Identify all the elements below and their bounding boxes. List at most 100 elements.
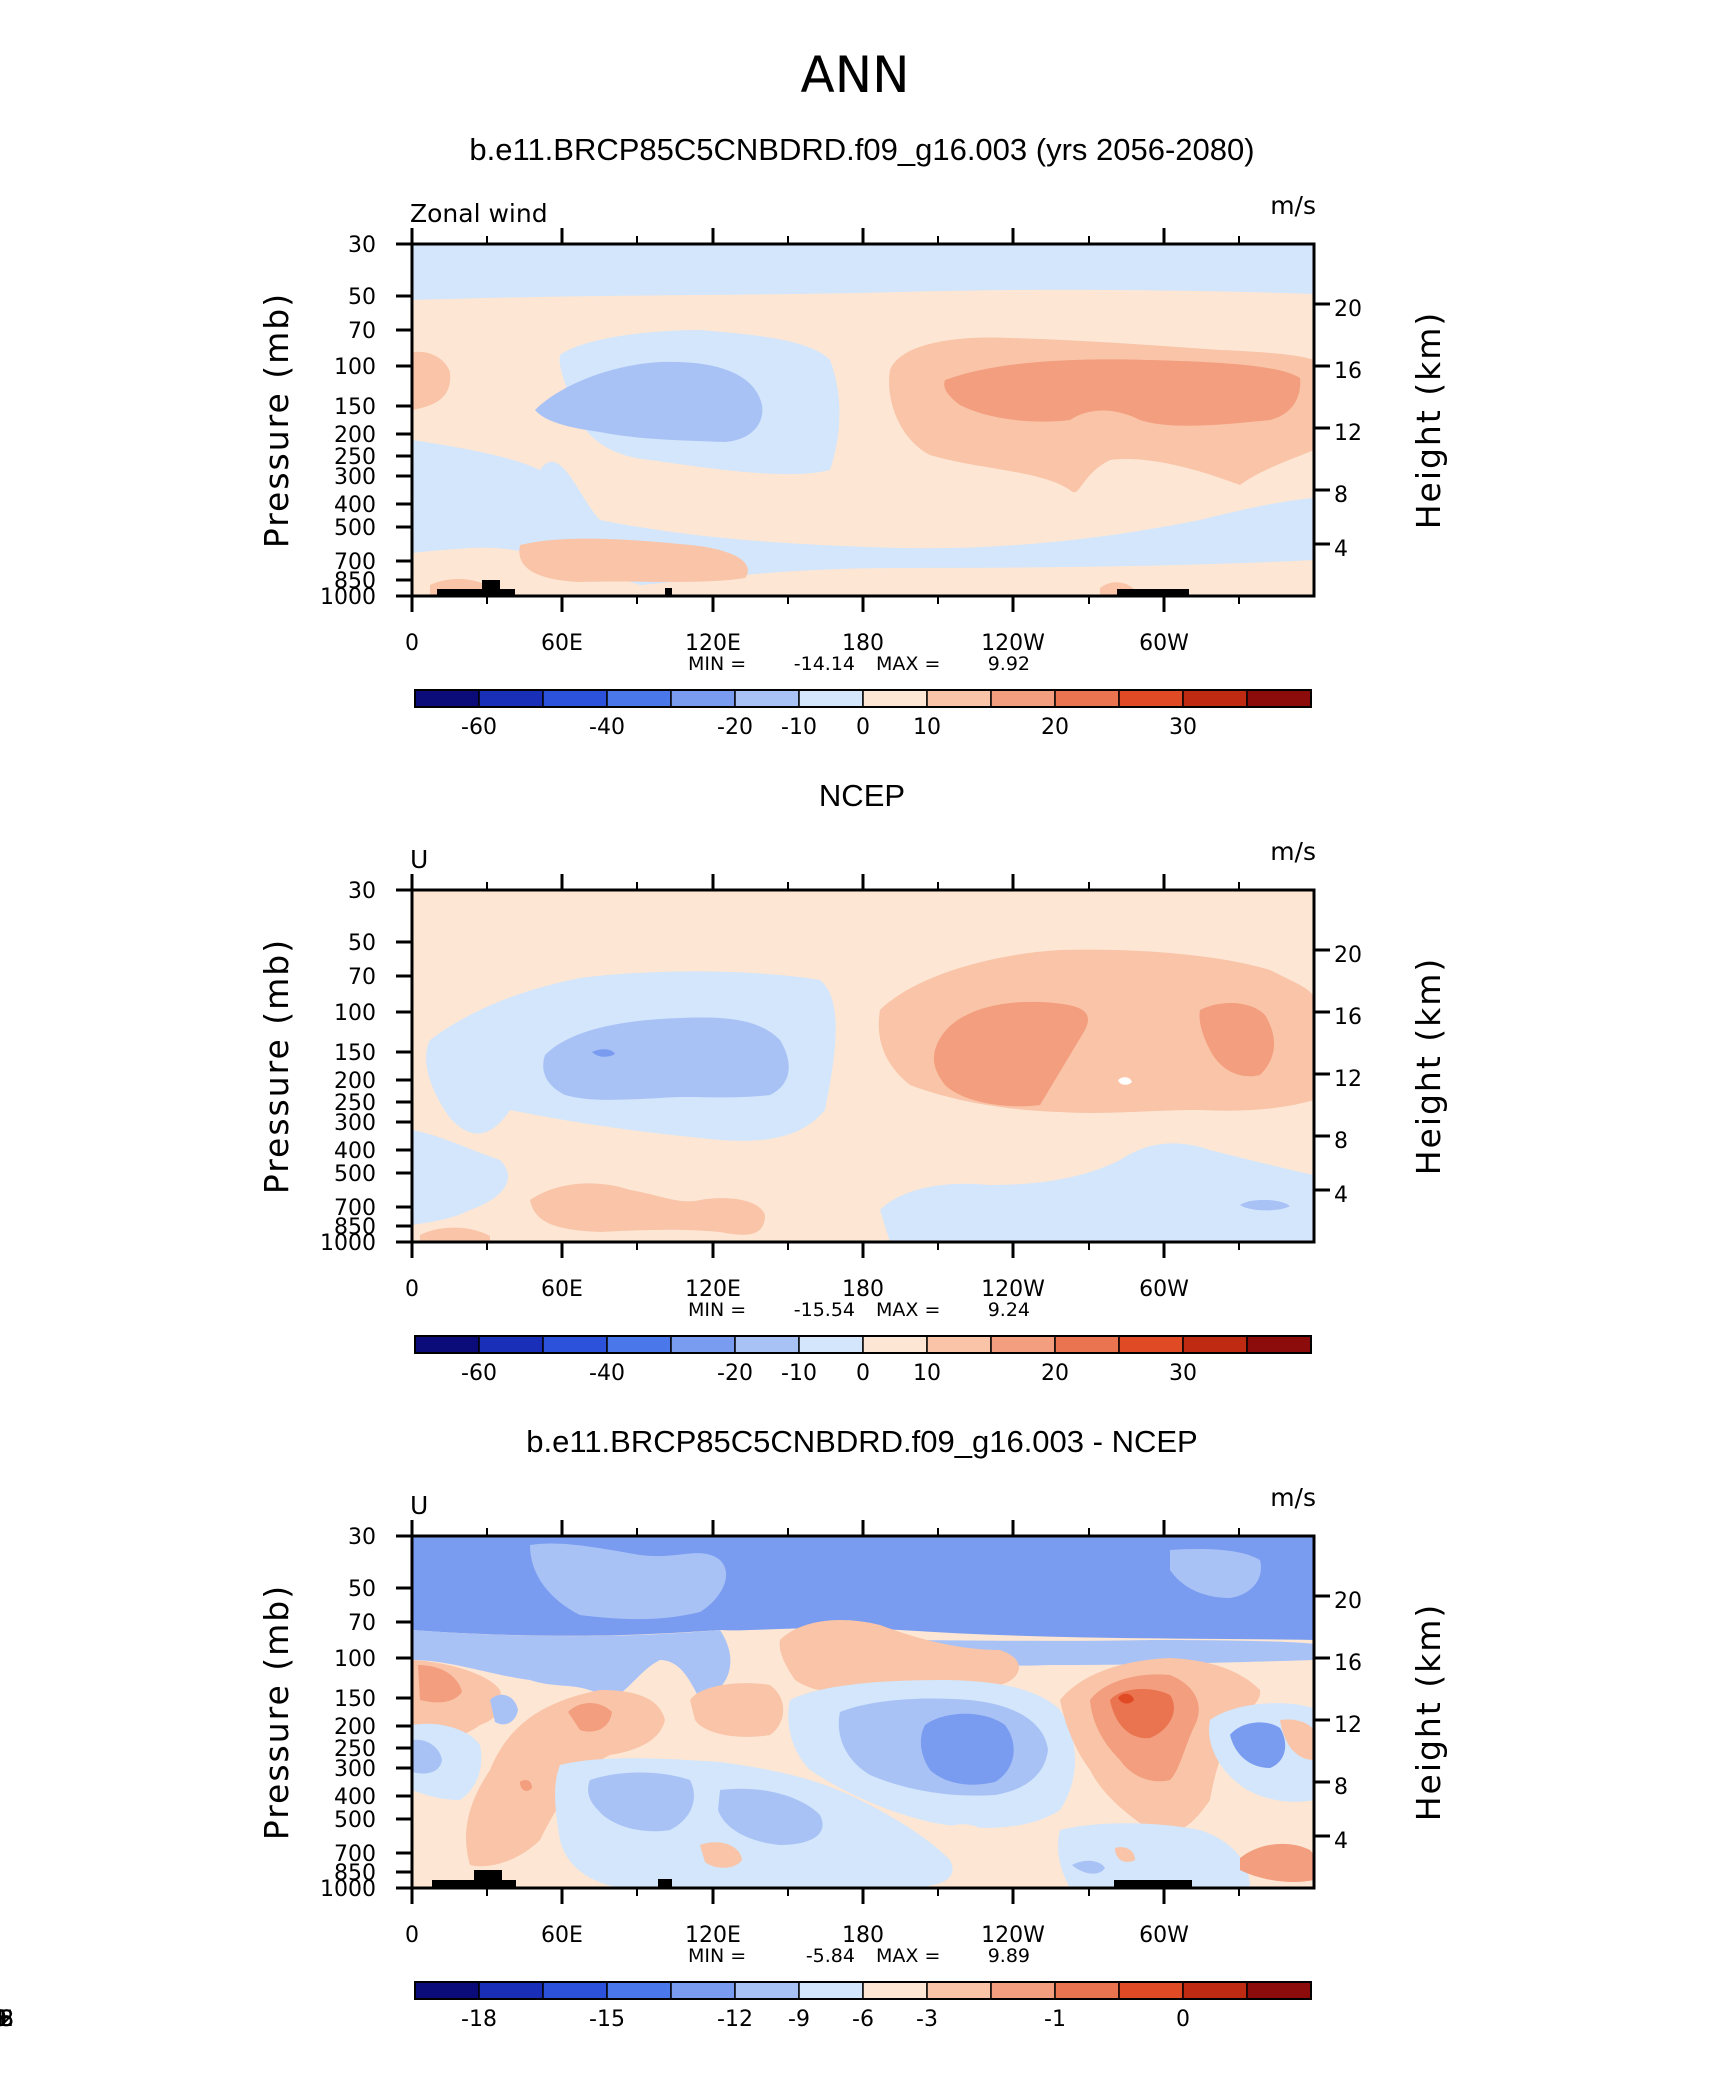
colorbar-swatch bbox=[414, 1981, 480, 2000]
y-tick-label: 50 bbox=[348, 931, 376, 956]
contour-fill bbox=[1118, 1693, 1134, 1704]
y-tick-label: 500 bbox=[334, 516, 376, 541]
x-tick-label: 0 bbox=[405, 1923, 419, 1948]
colorbar-swatch bbox=[478, 1335, 544, 1354]
y-tick-label: 150 bbox=[334, 1687, 376, 1712]
topography-mask bbox=[1114, 1880, 1192, 1888]
colorbar-swatch bbox=[542, 1981, 608, 2000]
colorbar-swatch bbox=[1054, 1981, 1120, 2000]
y-tick-label: 70 bbox=[348, 319, 376, 344]
min-label: MIN = bbox=[688, 1945, 746, 1967]
contour-fill bbox=[718, 1788, 823, 1845]
colorbar-label: 0 bbox=[856, 1361, 870, 1386]
colorbar-label: 1 bbox=[0, 2007, 7, 2032]
contour-fill bbox=[1230, 1722, 1286, 1768]
contour-fill bbox=[535, 361, 763, 442]
y-tick-label: 30 bbox=[348, 233, 376, 258]
colorbar-swatch bbox=[798, 1981, 864, 2000]
left-label: U bbox=[410, 845, 428, 874]
contour-fill bbox=[939, 1824, 985, 1853]
contour-fill bbox=[418, 1665, 462, 1703]
y-tick-label: 70 bbox=[348, 965, 376, 990]
x-tick-label: 60E bbox=[541, 1277, 583, 1302]
colorbar-label: -9 bbox=[788, 2007, 810, 2032]
colorbar-swatch bbox=[1118, 689, 1184, 708]
colorbar-swatch bbox=[862, 1981, 928, 2000]
colorbar-swatch bbox=[606, 689, 672, 708]
left-label: U bbox=[410, 1491, 428, 1520]
min-max-readout: MIN = -15.54 MAX = 9.24 bbox=[688, 1299, 1030, 1321]
y-tick-label: 300 bbox=[334, 1757, 376, 1782]
colorbar-label: 30 bbox=[1169, 715, 1197, 740]
contour-fill bbox=[700, 1842, 742, 1868]
contour-fill bbox=[412, 351, 451, 410]
contour-fill bbox=[1115, 1847, 1135, 1862]
contour-fill bbox=[1240, 1843, 1314, 1882]
contour-field bbox=[412, 1536, 1314, 1888]
contour-fill bbox=[1118, 1077, 1132, 1085]
colorbar-frame bbox=[414, 1335, 1312, 1354]
y-tick-label: 850 bbox=[334, 1215, 376, 1240]
colorbar-swatch bbox=[734, 1335, 800, 1354]
y2-tick-label: 16 bbox=[1334, 359, 1362, 384]
x-tick-label: 0 bbox=[405, 1277, 419, 1302]
colorbar-swatch bbox=[414, 689, 480, 708]
colorbar-label: -20 bbox=[717, 1361, 753, 1386]
topography-mask bbox=[1117, 589, 1189, 596]
left-label: Zonal wind bbox=[410, 199, 548, 228]
contour-fill bbox=[543, 1017, 789, 1100]
max-label: MAX = bbox=[876, 1299, 940, 1321]
y2-tick-label: 8 bbox=[1334, 483, 1348, 508]
x-tick-labels: 0 60E 120E 180 120W 60W bbox=[405, 1923, 1189, 1948]
y2-tick-labels: 4 8 12 16 20 bbox=[1334, 943, 1362, 1208]
y-tick-label: 150 bbox=[334, 1041, 376, 1066]
colorbar-label: -20 bbox=[717, 715, 753, 740]
colorbar-swatch bbox=[926, 689, 992, 708]
colorbar-frame bbox=[414, 689, 1312, 708]
axis-ticks bbox=[396, 1520, 1330, 1904]
contour-field bbox=[412, 890, 1314, 1242]
panel-3: b.e11.BRCP85C5CNBDRD.f09_g16.003 - NCEP … bbox=[0, 1424, 1448, 2032]
contour-fill bbox=[519, 538, 748, 582]
panel-1: b.e11.BRCP85C5CNBDRD.f09_g16.003 (yrs 20… bbox=[257, 132, 1448, 740]
colorbar-label: 10 bbox=[913, 715, 941, 740]
y-tick-label: 250 bbox=[334, 1091, 376, 1116]
y-tick-label: 1000 bbox=[320, 1231, 376, 1256]
colorbar-swatch bbox=[862, 1335, 928, 1354]
colorbar-swatch bbox=[862, 689, 928, 708]
y2-tick-label: 12 bbox=[1334, 1067, 1362, 1092]
y-tick-labels: 30 50 70 100 150 200 250 300 400 500 700… bbox=[320, 879, 376, 1256]
colorbar: -18 -15 -12 -9 -6 -3 -1 0 1369121518 bbox=[0, 1981, 1312, 2032]
min-label: MIN = bbox=[688, 653, 746, 675]
max-value: 9.24 bbox=[988, 1299, 1030, 1321]
colorbar-label: 0 bbox=[1176, 2007, 1190, 2032]
colorbar-label: -6 bbox=[852, 2007, 874, 2032]
colorbar-label: -18 bbox=[461, 2007, 497, 2032]
y-tick-label: 500 bbox=[334, 1808, 376, 1833]
colorbar-label: -40 bbox=[589, 1361, 625, 1386]
y-axis-title: Pressure (mb) bbox=[257, 292, 296, 548]
contour-fill bbox=[490, 1694, 518, 1725]
colorbar-swatch bbox=[606, 1981, 672, 2000]
y-tick-label: 50 bbox=[348, 285, 376, 310]
y-tick-label: 300 bbox=[334, 465, 376, 490]
colorbar-label: -60 bbox=[461, 715, 497, 740]
colorbar-swatch bbox=[798, 689, 864, 708]
y-tick-label: 1000 bbox=[320, 1877, 376, 1902]
y-tick-label: 200 bbox=[334, 1069, 376, 1094]
y-tick-label: 400 bbox=[334, 1785, 376, 1810]
colorbar-swatch bbox=[926, 1335, 992, 1354]
contour-fill bbox=[933, 1001, 1088, 1107]
colorbar-swatch bbox=[798, 1335, 864, 1354]
contour-fill bbox=[568, 1703, 612, 1732]
topography-mask bbox=[658, 1879, 672, 1888]
contour-fill bbox=[1170, 1549, 1261, 1598]
y-tick-label: 70 bbox=[348, 1611, 376, 1636]
x-tick-label: 120W bbox=[981, 1277, 1045, 1302]
y2-tick-label: 16 bbox=[1334, 1651, 1362, 1676]
colorbar-swatch bbox=[1054, 689, 1120, 708]
contour-fill bbox=[412, 1739, 442, 1774]
units-label: m/s bbox=[1270, 191, 1316, 220]
topography-mask bbox=[665, 588, 672, 596]
